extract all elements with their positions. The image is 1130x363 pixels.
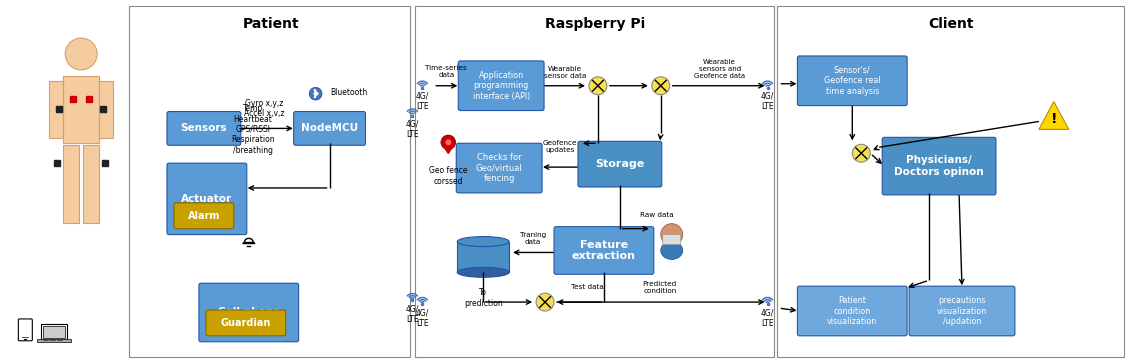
Text: Bluetooth: Bluetooth xyxy=(331,88,368,97)
Text: Wearable
sensor data: Wearable sensor data xyxy=(544,66,586,79)
Text: Geo fence
corssed: Geo fence corssed xyxy=(429,166,468,185)
FancyBboxPatch shape xyxy=(883,137,996,195)
Text: Temp
Heartbeat
GPS/RSSI
Respiration
/breathing: Temp Heartbeat GPS/RSSI Respiration /bre… xyxy=(231,104,275,155)
FancyBboxPatch shape xyxy=(663,234,680,245)
FancyBboxPatch shape xyxy=(457,143,542,193)
Text: Client: Client xyxy=(929,17,974,31)
Circle shape xyxy=(66,38,97,70)
Circle shape xyxy=(652,77,670,95)
Bar xyxy=(99,81,113,138)
Bar xyxy=(63,76,99,143)
FancyBboxPatch shape xyxy=(206,310,286,336)
Text: Checks for
Geo/virtual
fencing: Checks for Geo/virtual fencing xyxy=(476,153,522,183)
FancyBboxPatch shape xyxy=(798,286,907,336)
Bar xyxy=(50,81,63,138)
Text: Traning
data: Traning data xyxy=(520,232,546,245)
Ellipse shape xyxy=(661,241,683,260)
Text: ⚠: ⚠ xyxy=(1043,103,1064,127)
Text: Application
programming
interface (API): Application programming interface (API) xyxy=(472,71,530,101)
Circle shape xyxy=(661,224,683,245)
FancyBboxPatch shape xyxy=(167,111,241,145)
Text: Time-series
data: Time-series data xyxy=(425,65,467,78)
Text: Patient
condition
visualization: Patient condition visualization xyxy=(827,296,877,326)
Bar xyxy=(84,145,99,223)
Text: Alarm: Alarm xyxy=(188,211,220,221)
Text: To
prediction: To prediction xyxy=(463,288,503,307)
Bar xyxy=(43,326,66,338)
Ellipse shape xyxy=(458,237,510,246)
FancyBboxPatch shape xyxy=(294,111,365,145)
FancyBboxPatch shape xyxy=(554,227,654,274)
Text: 4G/
LTE: 4G/ LTE xyxy=(406,304,419,324)
Text: NodeMCU: NodeMCU xyxy=(301,123,358,134)
FancyBboxPatch shape xyxy=(577,141,662,187)
Text: Gyro x,y,z
Accel x,v,z: Gyro x,y,z Accel x,v,z xyxy=(244,99,285,118)
Circle shape xyxy=(852,144,870,162)
Circle shape xyxy=(445,139,451,145)
Bar xyxy=(37,339,71,342)
Text: Sensor's/
Geofence real
time analysis: Sensor's/ Geofence real time analysis xyxy=(824,66,880,96)
Text: Geofence
updates: Geofence updates xyxy=(542,140,577,153)
Text: 4G/
LTE: 4G/ LTE xyxy=(760,92,774,111)
FancyBboxPatch shape xyxy=(199,283,298,342)
Bar xyxy=(129,6,410,357)
Text: Raspberry Pi: Raspberry Pi xyxy=(545,17,645,31)
Bar xyxy=(42,324,67,340)
Text: Wearable
sensors and
Geofence data: Wearable sensors and Geofence data xyxy=(694,59,745,79)
FancyBboxPatch shape xyxy=(459,61,544,111)
FancyBboxPatch shape xyxy=(910,286,1015,336)
FancyBboxPatch shape xyxy=(18,319,33,341)
Bar xyxy=(777,6,1123,357)
Text: Cell phone: Cell phone xyxy=(218,307,280,318)
Text: 4G/
LTE: 4G/ LTE xyxy=(416,308,429,328)
Text: 4G/
LTE: 4G/ LTE xyxy=(416,92,429,111)
Text: Feature
extraction: Feature extraction xyxy=(572,240,636,261)
Bar xyxy=(63,145,79,223)
Text: 4G/
LTE: 4G/ LTE xyxy=(406,120,419,139)
FancyBboxPatch shape xyxy=(167,163,246,234)
Circle shape xyxy=(536,293,554,311)
Bar xyxy=(458,242,510,272)
Circle shape xyxy=(589,77,607,95)
Text: Patient: Patient xyxy=(243,17,299,31)
Text: precautions
visualization
/updation: precautions visualization /updation xyxy=(937,296,988,326)
Text: Storage: Storage xyxy=(596,159,644,169)
Circle shape xyxy=(441,135,455,150)
Text: Actuator: Actuator xyxy=(181,194,233,204)
Ellipse shape xyxy=(458,267,510,277)
Text: Raw data: Raw data xyxy=(640,212,673,218)
Polygon shape xyxy=(1038,102,1069,129)
Circle shape xyxy=(310,87,322,100)
Text: Predicted
condition: Predicted condition xyxy=(643,281,677,294)
Text: 4G/
LTE: 4G/ LTE xyxy=(760,308,774,328)
FancyBboxPatch shape xyxy=(174,203,234,229)
Text: !: ! xyxy=(1051,113,1057,126)
FancyBboxPatch shape xyxy=(798,56,907,106)
Text: Sensors: Sensors xyxy=(181,123,227,134)
Polygon shape xyxy=(441,142,455,154)
Text: Guardian: Guardian xyxy=(220,318,271,328)
Bar xyxy=(416,6,774,357)
Text: Test data: Test data xyxy=(571,284,603,290)
Text: Physicians/
Doctors opinon: Physicians/ Doctors opinon xyxy=(894,155,984,177)
